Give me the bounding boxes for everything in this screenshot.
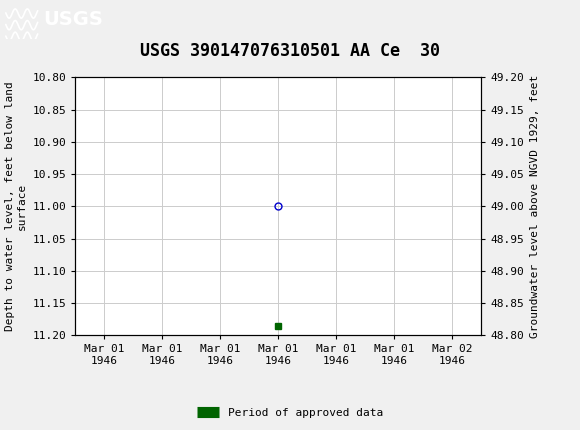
Y-axis label: Depth to water level, feet below land
surface: Depth to water level, feet below land su… bbox=[5, 82, 27, 331]
Text: USGS: USGS bbox=[44, 10, 103, 29]
Y-axis label: Groundwater level above NGVD 1929, feet: Groundwater level above NGVD 1929, feet bbox=[530, 75, 540, 338]
Text: USGS 390147076310501 AA Ce  30: USGS 390147076310501 AA Ce 30 bbox=[140, 42, 440, 60]
Legend: Period of approved data: Period of approved data bbox=[193, 403, 387, 422]
